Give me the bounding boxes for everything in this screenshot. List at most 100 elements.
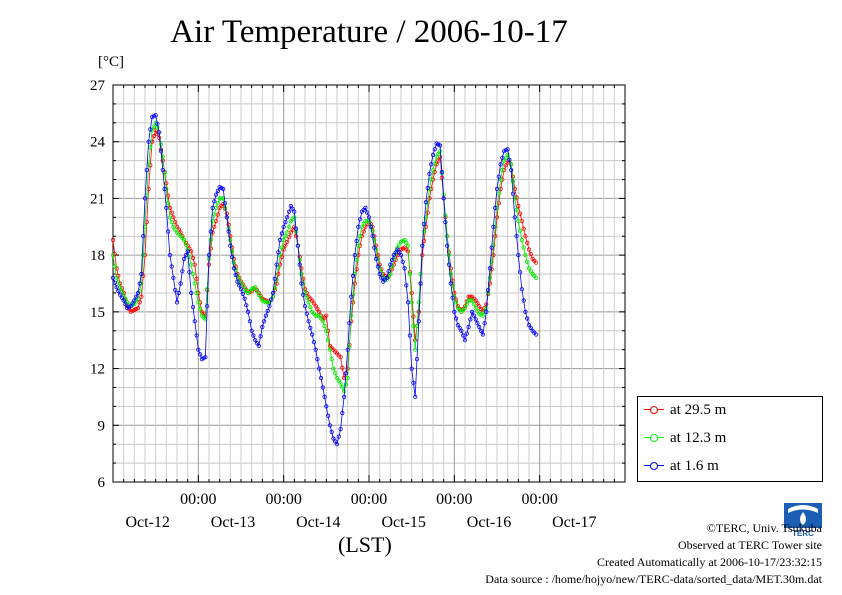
data-point — [516, 253, 521, 258]
data-point — [436, 151, 441, 157]
data-point — [292, 215, 297, 220]
data-point — [377, 271, 382, 277]
x-day-label: Oct-13 — [211, 514, 255, 531]
data-point — [526, 322, 532, 328]
data-point — [389, 257, 395, 262]
data-point — [285, 215, 290, 220]
data-point — [194, 333, 199, 338]
data-point — [427, 196, 432, 201]
data-point — [324, 404, 329, 409]
data-point — [185, 249, 190, 254]
data-point — [423, 200, 428, 205]
series-line — [112, 114, 537, 446]
y-tick-label: 6 — [98, 475, 106, 491]
data-point — [366, 215, 372, 220]
x-day-label: Oct-15 — [381, 514, 425, 531]
data-point — [493, 205, 498, 210]
data-point — [336, 434, 341, 439]
data-point — [308, 304, 313, 310]
data-point — [281, 224, 286, 229]
data-point — [468, 298, 473, 303]
data-point — [208, 229, 213, 234]
data-point — [516, 203, 521, 209]
data-point — [404, 283, 409, 288]
data-point — [315, 306, 320, 312]
data-point — [478, 328, 484, 333]
data-point — [285, 239, 290, 244]
data-point — [148, 127, 153, 132]
data-point — [338, 381, 343, 386]
data-point — [334, 375, 340, 381]
x-day-label: Oct-17 — [552, 514, 596, 531]
data-point — [254, 288, 260, 294]
data-point — [315, 313, 320, 318]
data-point — [146, 139, 151, 144]
data-point — [480, 313, 485, 318]
data-point — [189, 290, 194, 296]
legend-marker-icon — [644, 433, 664, 443]
logo-text: TERC — [792, 529, 814, 537]
data-point — [325, 413, 331, 418]
data-point — [343, 382, 348, 387]
data-point — [421, 229, 427, 234]
data-point — [500, 168, 505, 173]
data-point — [338, 355, 343, 360]
data-point — [477, 324, 482, 330]
data-point — [299, 281, 304, 286]
data-point — [493, 234, 498, 239]
data-point — [139, 271, 144, 277]
data-point — [414, 356, 420, 362]
data-point — [437, 143, 443, 148]
data-point — [260, 324, 265, 330]
data-point — [283, 234, 288, 239]
data-point — [272, 276, 277, 281]
data-point — [160, 168, 165, 173]
data-point — [333, 439, 338, 444]
data-point — [263, 313, 268, 318]
y-tick-label: 15 — [90, 305, 105, 321]
series-line — [112, 121, 537, 393]
data-point — [453, 316, 459, 321]
data-point — [416, 319, 421, 324]
data-point — [183, 242, 188, 247]
data-point — [327, 347, 332, 352]
data-point — [505, 152, 510, 157]
data-point — [215, 201, 220, 206]
data-point — [208, 237, 213, 243]
data-point — [416, 300, 421, 305]
data-point — [372, 237, 377, 243]
data-point — [489, 245, 494, 250]
legend: at 29.5 m at 12.3 m at 1.6 m — [637, 396, 823, 482]
data-point — [141, 253, 146, 258]
data-point — [384, 275, 389, 280]
credit-observed: Observed at TERC Tower site — [677, 538, 822, 552]
data-point — [464, 302, 469, 307]
y-tick-label: 21 — [90, 191, 105, 207]
data-point — [386, 269, 391, 274]
data-point — [357, 234, 363, 239]
data-point — [455, 322, 460, 328]
data-point — [285, 230, 290, 235]
data-point — [528, 252, 533, 257]
data-point — [322, 394, 327, 399]
data-point — [521, 298, 526, 303]
data-point — [162, 186, 167, 192]
data-point — [267, 300, 272, 305]
data-point — [354, 267, 359, 272]
data-point — [221, 196, 226, 201]
data-point — [274, 262, 279, 267]
data-point — [430, 152, 436, 157]
data-point — [496, 201, 501, 206]
x-day-label: Oct-16 — [467, 514, 511, 531]
data-point — [288, 203, 293, 209]
data-point — [286, 235, 292, 240]
data-point — [110, 237, 116, 243]
data-point — [514, 234, 519, 239]
data-point — [265, 308, 270, 313]
data-point — [134, 294, 139, 299]
data-point — [121, 298, 126, 303]
data-point — [272, 286, 277, 291]
data-point — [487, 275, 492, 280]
data-point — [468, 294, 473, 299]
data-point — [375, 264, 380, 269]
